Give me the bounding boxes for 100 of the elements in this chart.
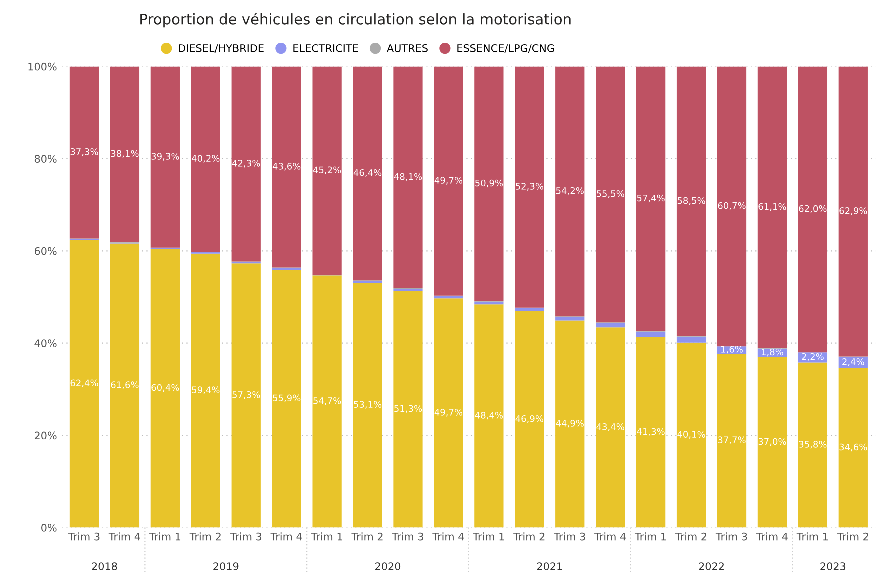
- x-tick-label: Trim 3: [68, 532, 100, 541]
- x-tick-label: Trim 4: [594, 532, 626, 541]
- x-tick-label: Trim 3: [716, 532, 748, 541]
- bar: [798, 66, 828, 353]
- data-label: 49,7%: [434, 409, 463, 417]
- x-tick-label: Trim 2: [514, 532, 545, 541]
- bar: [515, 312, 544, 528]
- bar: [312, 66, 342, 276]
- data-label: 40,2%: [192, 155, 220, 163]
- data-label: 35,8%: [799, 441, 827, 449]
- bar: [596, 323, 626, 328]
- data-label: 61,6%: [111, 382, 139, 390]
- data-label: 37,7%: [718, 436, 746, 444]
- y-tick-label: 100%: [28, 62, 57, 71]
- bar: [676, 342, 706, 528]
- bar: [272, 270, 302, 528]
- text: 2020: [376, 562, 401, 570]
- text: 2018: [92, 562, 118, 570]
- y-tick-label: 20%: [34, 432, 57, 440]
- y-tick-label: 0%: [42, 524, 57, 532]
- bar: [556, 317, 585, 321]
- chart-title: Proportion de véhicules en circulation selon la motorisation: [140, 12, 571, 28]
- bar: [110, 244, 140, 528]
- bar: [232, 66, 261, 262]
- legend-label: ESSENCE/LPG/CNG: [458, 44, 554, 54]
- data-label: 37,0%: [758, 438, 786, 446]
- x-tick-label: Trim 4: [756, 532, 788, 541]
- x-tick-label: Trim 3: [554, 532, 586, 541]
- x-tick-label: Trim 1: [796, 532, 828, 541]
- bar: [434, 298, 464, 528]
- data-label: 54,2%: [556, 187, 584, 196]
- legend-label: DIESEL/HYBRIDE: [179, 44, 264, 54]
- x-tick-label: Trim 2: [837, 532, 868, 541]
- x-tick-label: Trim 3: [230, 532, 262, 541]
- data-label: 59,4%: [192, 386, 220, 394]
- bar: [676, 336, 706, 343]
- data-label: 44,9%: [556, 420, 584, 428]
- data-label: 62,0%: [799, 205, 827, 214]
- bar: [312, 276, 342, 528]
- bar: [758, 66, 788, 348]
- data-label: 55,9%: [273, 394, 301, 402]
- bar: [150, 249, 180, 528]
- bar: [474, 304, 504, 528]
- x-tick-label: Trim 3: [392, 532, 424, 541]
- data-label: 40,1%: [678, 431, 706, 439]
- data-label: 51,3%: [394, 405, 422, 414]
- bar: [394, 66, 423, 288]
- data-label: 52,3%: [516, 183, 544, 191]
- bar: [70, 66, 100, 239]
- bar: [596, 66, 626, 323]
- bar: [394, 291, 423, 528]
- bar: [636, 337, 666, 528]
- bar: [636, 332, 666, 338]
- x-tick-label: Trim 1: [311, 532, 342, 541]
- data-label: 57,3%: [232, 391, 260, 400]
- bar: [798, 362, 828, 528]
- text: 2019: [214, 562, 239, 570]
- bar: [70, 240, 100, 528]
- text: 2022: [699, 562, 724, 570]
- bar: [191, 66, 220, 252]
- bar: [191, 254, 220, 528]
- bar: [515, 308, 544, 312]
- data-label: 2,2%: [802, 353, 824, 362]
- data-label: 60,4%: [152, 384, 180, 392]
- data-label: 55,5%: [596, 190, 624, 198]
- x-tick-label: Trim 4: [432, 532, 464, 541]
- data-label: 37,3%: [70, 148, 98, 156]
- text: 2023: [820, 562, 846, 570]
- data-label: 53,1%: [354, 401, 382, 409]
- data-label: 48,4%: [475, 412, 504, 420]
- x-tick-label: Trim 2: [190, 532, 221, 541]
- bar: [717, 354, 747, 528]
- data-label: 48,1%: [394, 173, 422, 182]
- x-tick-label: Trim 1: [149, 532, 181, 541]
- data-label: 58,5%: [678, 197, 706, 206]
- data-label: 34,6%: [840, 444, 868, 452]
- legend-label: AUTRES: [387, 44, 428, 52]
- x-tick-label: Trim 1: [634, 532, 666, 541]
- bar: [353, 282, 382, 528]
- bar: [556, 320, 585, 528]
- data-label: 45,2%: [313, 166, 342, 174]
- legend-label: ELECTRICITE: [294, 44, 358, 52]
- y-tick-label: 60%: [34, 247, 57, 256]
- bar: [434, 66, 464, 296]
- y-tick-label: 40%: [34, 340, 57, 348]
- data-label: 62,4%: [70, 380, 98, 388]
- bar: [474, 302, 504, 305]
- data-label: 49,7%: [434, 177, 463, 185]
- data-label: 61,1%: [758, 203, 786, 212]
- data-label: 1,6%: [722, 346, 743, 354]
- data-label: 2,4%: [842, 358, 864, 366]
- data-label: 60,7%: [718, 202, 746, 210]
- bar: [272, 66, 302, 268]
- bar: [717, 66, 747, 347]
- data-label: 62,9%: [840, 208, 868, 216]
- text: 2021: [537, 562, 562, 570]
- x-tick-label: Trim 1: [473, 532, 504, 541]
- bar: [394, 288, 423, 292]
- data-label: 41,3%: [637, 428, 665, 436]
- bar: [838, 357, 868, 368]
